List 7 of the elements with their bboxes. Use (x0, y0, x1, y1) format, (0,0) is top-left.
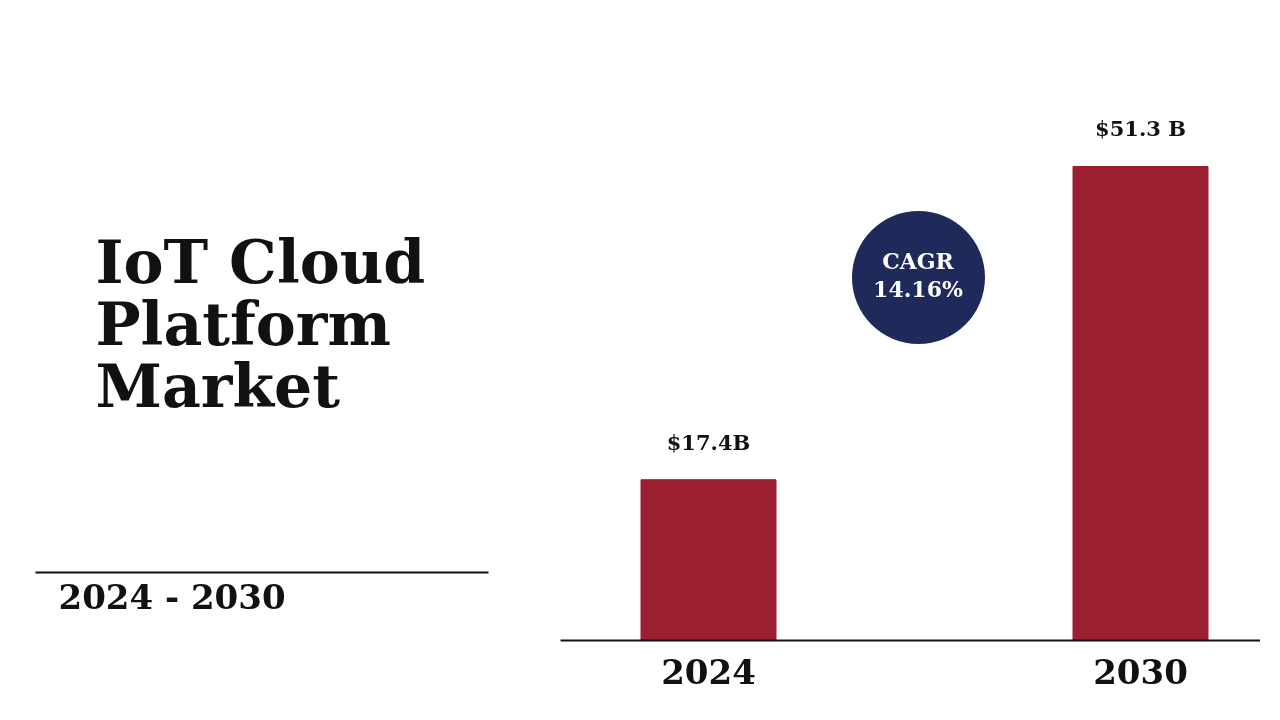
text: 2024 - 2030 (58, 577, 286, 618)
x-tick-label: 2024 (661, 651, 756, 692)
data-label: $51.3 B (1095, 116, 1186, 142)
data-label: $17.4B (666, 429, 751, 455)
text: IoT Cloud Platform Market (95, 227, 426, 422)
annotation: CAGR 14.16% (872, 247, 964, 303)
x-tick-label: 2030 (1093, 651, 1188, 692)
